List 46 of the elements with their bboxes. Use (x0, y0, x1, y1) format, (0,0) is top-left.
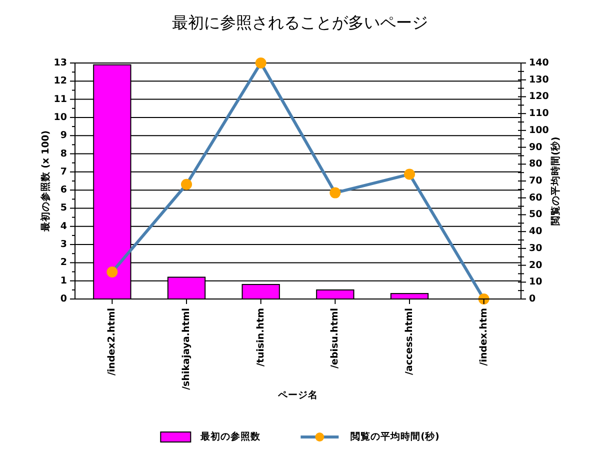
y-tick-label: 1 (60, 275, 67, 286)
x-tick-label: /index.htm (478, 308, 490, 366)
y2-tick-label: 60 (529, 192, 543, 204)
y-tick-label: 3 (60, 239, 67, 250)
y2-tick-label: 70 (529, 176, 543, 186)
point (330, 187, 341, 198)
point (404, 168, 415, 180)
y2-tick-label: 80 (529, 158, 543, 170)
y2-tick-label: 90 (529, 142, 543, 153)
y2-axis-title: 閲覧の平均時間(秒) (550, 136, 562, 226)
y-tick-label: 6 (60, 184, 68, 196)
y-tick-label: 13 (54, 58, 67, 68)
x-axis-title: ページ名 (277, 389, 318, 401)
y-tick-label: 4 (60, 220, 68, 232)
y-tick-label: 0 (60, 294, 68, 304)
y-tick-label: 10 (54, 112, 68, 123)
x-tick-label: /ebisu.html (330, 308, 341, 368)
legend-label: 最初の参照数 (200, 430, 262, 442)
y-axis-title: 最初の参照数 (x 100) (40, 130, 52, 233)
legend-label: 閲覧の平均時間(秒) (350, 430, 440, 442)
y2-tick-label: 110 (529, 108, 550, 120)
point (255, 58, 266, 68)
y2-tick-label: 10 (529, 276, 543, 288)
y2-tick-label: 0 (529, 294, 536, 304)
y2-tick-label: 100 (529, 124, 550, 136)
x-tick-label: /tuisin.htm (255, 308, 266, 367)
y-tick-label: 12 (54, 76, 67, 87)
point (106, 266, 118, 278)
y-tick-label: 8 (60, 148, 68, 160)
y2-tick-label: 20 (529, 260, 543, 271)
y-tick-label: 7 (60, 166, 67, 178)
y2-tick-label: 40 (529, 226, 543, 238)
x-tick-label: /index2.html (106, 308, 118, 376)
y-tick-label: 11 (54, 94, 67, 105)
x-tick-label: /shikajaya.html (181, 308, 192, 390)
point (181, 178, 192, 190)
chart-title: 最初に参照されることが多いページ (172, 13, 428, 32)
y-tick-label: 5 (60, 202, 67, 214)
y-tick-label: 2 (60, 257, 67, 268)
y-tick-label: 9 (60, 130, 67, 142)
x-tick-label: /access.html (404, 308, 415, 375)
y2-tick-label: 140 (529, 58, 550, 68)
y2-tick-label: 130 (529, 74, 550, 86)
y2-tick-label: 120 (529, 91, 550, 102)
y2-tick-label: 30 (529, 242, 543, 254)
y2-tick-label: 50 (529, 209, 543, 220)
